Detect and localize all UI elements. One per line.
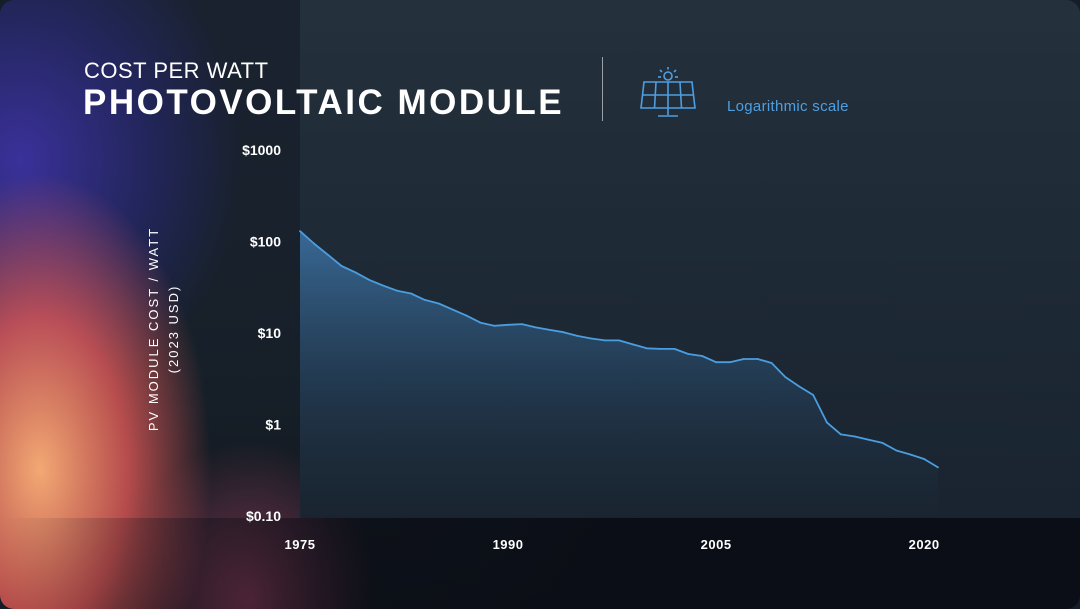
data-point — [493, 324, 496, 327]
header-divider — [602, 57, 603, 121]
scale-note: Logarithmic scale — [727, 98, 849, 115]
data-point — [909, 453, 912, 456]
x-tick-label: 2005 — [701, 537, 732, 552]
data-point — [590, 337, 593, 340]
x-axis-ticks: 1975 1990 2005 2020 — [285, 537, 940, 552]
data-point — [784, 376, 787, 378]
axis-band — [0, 518, 1080, 609]
data-point — [826, 421, 828, 424]
data-point — [853, 435, 856, 438]
data-point — [604, 339, 606, 342]
data-point — [632, 343, 634, 346]
y-axis-label: PV MODULE COST / WATT (2023 USD) — [146, 227, 181, 431]
data-point — [326, 253, 329, 256]
data-point — [881, 442, 884, 444]
data-point — [867, 438, 870, 441]
series-area — [300, 231, 938, 516]
data-point — [354, 271, 357, 274]
y-axis-label-line2: (2023 USD) — [166, 285, 181, 374]
data-point — [534, 326, 537, 329]
y-axis-label-line1: PV MODULE COST / WATT — [146, 227, 161, 431]
data-point — [687, 353, 690, 355]
data-point — [410, 292, 412, 295]
data-point — [937, 466, 939, 469]
data-point — [465, 314, 468, 317]
y-tick-label: $1000 — [242, 142, 281, 158]
data-point — [812, 394, 815, 396]
y-tick-label: $1 — [265, 417, 281, 433]
data-point — [299, 230, 301, 233]
chart-subtitle: COST PER WATT — [84, 58, 269, 83]
data-point — [659, 348, 662, 350]
data-point — [382, 284, 385, 287]
data-point — [618, 339, 620, 342]
y-tick-label: $0.10 — [246, 508, 281, 524]
data-point — [756, 358, 759, 360]
y-tick-label: $100 — [250, 234, 281, 250]
data-point — [562, 331, 565, 334]
data-point — [423, 299, 426, 301]
y-tick-label: $10 — [258, 325, 282, 341]
data-point — [396, 289, 398, 292]
x-tick-label: 1975 — [285, 537, 316, 552]
data-point — [770, 362, 773, 364]
data-point — [923, 458, 925, 460]
data-point — [673, 348, 676, 350]
chart-title: PHOTOVOLTAIC MODULE — [83, 83, 565, 122]
data-point — [507, 323, 509, 326]
data-point — [895, 449, 898, 452]
data-point — [313, 242, 315, 245]
x-tick-label: 2020 — [909, 537, 940, 552]
data-point — [701, 355, 704, 357]
data-point — [521, 323, 523, 325]
data-point — [479, 321, 482, 324]
series-group — [299, 230, 939, 516]
data-point — [368, 279, 371, 281]
data-point — [437, 302, 440, 305]
solar-panel-icon — [640, 67, 696, 117]
data-point — [645, 347, 648, 350]
x-tick-label: 1990 — [493, 537, 524, 552]
data-point — [840, 433, 842, 436]
data-point — [729, 361, 731, 364]
data-point — [451, 308, 454, 311]
data-point — [798, 385, 801, 388]
data-point — [576, 335, 579, 337]
data-point — [548, 329, 551, 331]
y-axis-ticks: $1000 $100 $10 $1 $0.10 — [242, 142, 281, 524]
data-point — [742, 358, 745, 360]
data-point — [340, 265, 343, 267]
data-point — [715, 361, 717, 364]
